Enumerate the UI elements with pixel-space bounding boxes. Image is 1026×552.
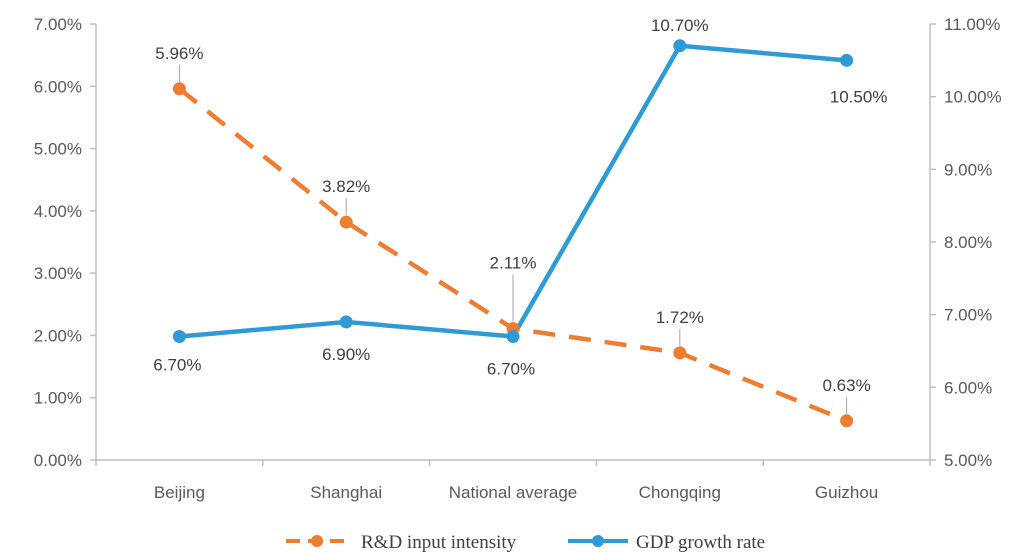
- left-tick-label: 4.00%: [34, 202, 82, 221]
- rd-intensity-marker: [673, 346, 687, 360]
- category-label: Beijing: [154, 483, 205, 502]
- data-labels: 5.96% 3.82% 2.11% 1.72% 0.63% 6.70% 6.90% 6.70%…: [153, 16, 887, 414]
- rd-intensity-data-label: 5.96%: [155, 44, 203, 63]
- legend-rd-swatch-marker: [311, 535, 323, 547]
- left-axis-ticks: 0.00% 1.00% 2.00% 3.00% 4.00% 5.00% 6.00% 7.00%: [34, 15, 96, 470]
- rd-intensity-marker: [172, 82, 186, 96]
- gdp-growth-data-label: 6.70%: [487, 359, 535, 378]
- rd-intensity-data-label: 0.63%: [822, 376, 870, 395]
- rd-intensity-data-label: 3.82%: [322, 177, 370, 196]
- category-label: Shanghai: [310, 483, 382, 502]
- category-labels: Beijing Shanghai National average Chongqing…: [95, 460, 931, 502]
- category-label: National average: [449, 483, 578, 502]
- gdp-growth-data-label: 10.50%: [830, 87, 888, 106]
- rd-intensity-data-label: 2.11%: [490, 254, 537, 273]
- left-tick-label: 1.00%: [34, 389, 82, 408]
- right-axis-ticks: 5.00% 6.00% 7.00% 8.00% 9.00% 10.00% 11.00%: [930, 15, 1002, 470]
- rd-intensity-marker: [339, 215, 353, 229]
- left-tick-label: 0.00%: [34, 451, 82, 470]
- legend-rd-label: R&D input intensity: [361, 532, 517, 552]
- rd-intensity-data-label: 1.72%: [656, 308, 704, 327]
- gdp-growth-data-label: 10.70%: [651, 16, 709, 35]
- axes: [95, 24, 931, 461]
- left-tick-label: 6.00%: [34, 77, 82, 96]
- left-tick-label: 3.00%: [34, 264, 82, 283]
- legend-gdp-swatch-marker: [592, 535, 604, 547]
- right-tick-label: 5.00%: [944, 451, 992, 470]
- gdp-growth-data-label: 6.70%: [153, 355, 201, 374]
- category-label: Chongqing: [639, 483, 721, 502]
- right-tick-label: 10.00%: [944, 88, 1002, 107]
- legend-gdp-label: GDP growth rate: [636, 532, 765, 552]
- gdp-growth-marker: [339, 315, 353, 329]
- right-tick-label: 11.00%: [944, 15, 1000, 34]
- legend: R&D input intensity GDP growth rate: [286, 532, 765, 552]
- gdp-growth-data-label: 6.90%: [322, 345, 370, 364]
- right-tick-label: 9.00%: [944, 160, 992, 179]
- series-markers: [172, 39, 854, 428]
- gdp-growth-marker: [840, 53, 854, 67]
- right-tick-label: 6.00%: [944, 378, 992, 397]
- right-tick-label: 8.00%: [944, 233, 992, 252]
- gdp-growth-marker: [172, 329, 186, 343]
- gdp-growth-marker: [506, 329, 520, 343]
- left-tick-label: 2.00%: [34, 326, 82, 345]
- left-tick-label: 5.00%: [34, 140, 82, 159]
- category-label: Guizhou: [815, 483, 878, 502]
- left-tick-label: 7.00%: [34, 15, 82, 34]
- gdp-growth-marker: [673, 39, 687, 53]
- right-tick-label: 7.00%: [944, 306, 992, 325]
- rd-intensity-marker: [840, 414, 854, 428]
